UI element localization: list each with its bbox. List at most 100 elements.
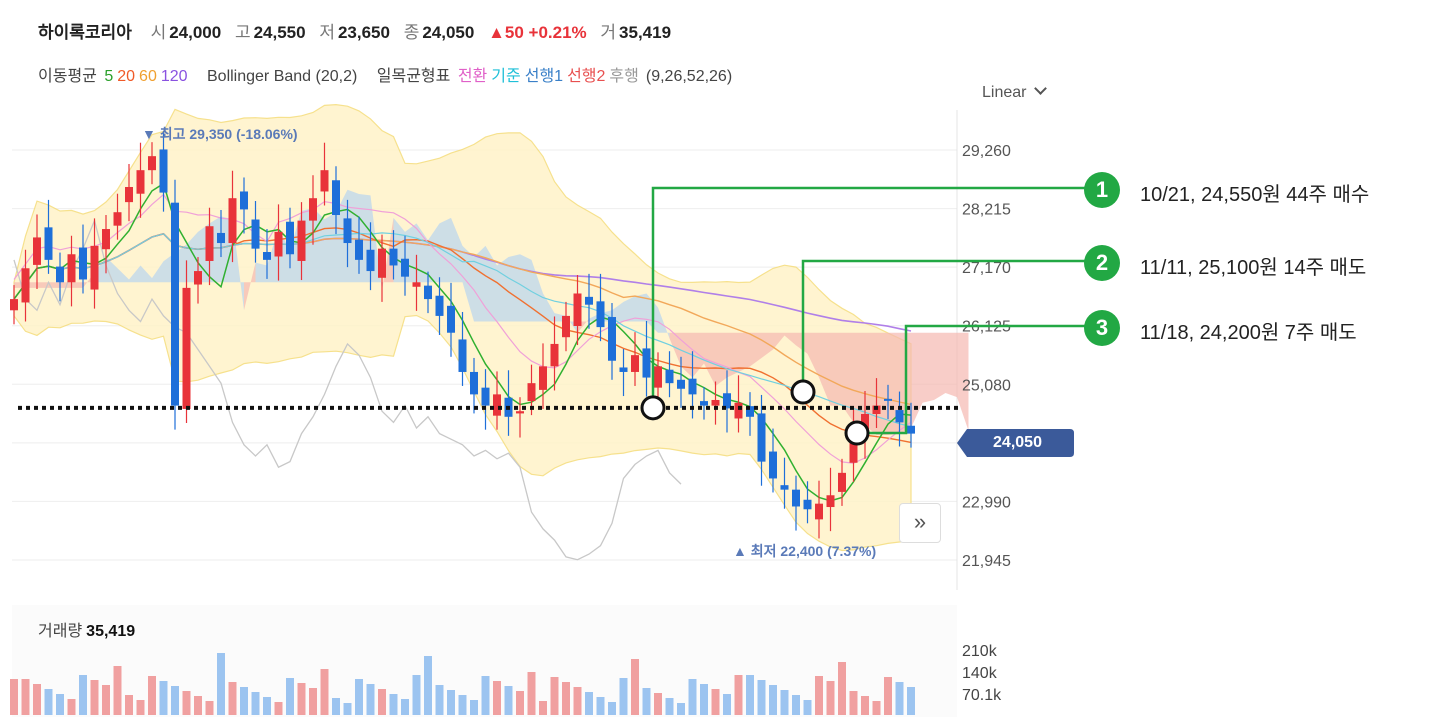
- volume-bar: [447, 690, 455, 715]
- candle-body: [102, 229, 110, 250]
- volume-bar: [596, 697, 605, 715]
- volume-bar: [815, 676, 823, 715]
- volume-bar: [746, 675, 754, 715]
- candle-body: [642, 348, 651, 378]
- volume-bar: [343, 703, 352, 715]
- volume-bar: [102, 685, 110, 715]
- volume-bar: [562, 682, 570, 715]
- y-tick-label: 22,990: [962, 494, 1011, 511]
- candle-body: [401, 258, 409, 277]
- candle-body: [228, 198, 237, 244]
- candle-body: [148, 156, 156, 171]
- volume-bar: [711, 689, 720, 715]
- candle-body: [67, 254, 76, 283]
- annotation-connector-1: [651, 186, 1090, 408]
- current-price-tag: 24,050: [957, 429, 1074, 457]
- volume-bar: [826, 681, 835, 715]
- ichimoku-cloud-segment: [704, 332, 716, 386]
- volume-bar: [67, 699, 76, 715]
- volume-bar: [493, 681, 501, 715]
- candle-body: [171, 202, 179, 406]
- ichimoku-cloud-segment: [911, 332, 923, 429]
- candle-body: [516, 411, 524, 414]
- volume-bar: [895, 682, 904, 715]
- volume-bar: [90, 680, 99, 715]
- annotation-text-1: 10/21, 24,550원 44주 매수: [1140, 184, 1370, 206]
- candle-body: [585, 296, 593, 305]
- candle-body: [320, 170, 329, 192]
- volume-bar: [171, 686, 179, 715]
- candle-body: [677, 379, 685, 389]
- volume-bar: [654, 693, 662, 715]
- candle-body: [780, 485, 789, 490]
- volume-bar: [56, 694, 64, 715]
- candle-body: [631, 355, 639, 372]
- ichimoku-cloud-segment: [807, 332, 819, 378]
- volume-bar: [401, 699, 409, 715]
- ichimoku-cloud-segment: [543, 293, 555, 322]
- ichimoku-cloud-segment: [485, 245, 497, 322]
- low-label: 저: [319, 23, 335, 42]
- volume-bar: [263, 697, 271, 715]
- candle-body: [895, 410, 904, 423]
- volume-bar: [769, 685, 777, 715]
- ichimoku-lines: 전환 기준 선행1 선행2 후행: [458, 68, 643, 85]
- low-value: 23,650: [337, 23, 390, 42]
- high-marker: ▼ 최고 29,350 (-18.06%): [142, 126, 298, 142]
- low-marker: ▲ 최저 22,400 (7.37%): [733, 543, 876, 559]
- candle-body: [550, 343, 559, 367]
- indicator-legend: 이동평균 5 20 60 120 Bollinger Band (20,2) 일목균형…: [38, 62, 735, 86]
- ichimoku-cloud-segment: [853, 332, 865, 426]
- ichimoku-cloud-segment: [428, 223, 440, 283]
- ichimoku-line-3: 선행2: [567, 68, 606, 85]
- close-label: 종: [403, 23, 420, 42]
- y-tick-label: 21,945: [962, 553, 1011, 570]
- candle-body: [309, 198, 317, 221]
- candle-body: [527, 383, 536, 402]
- candle-body: [217, 232, 225, 244]
- candle-body: [113, 212, 122, 226]
- candle-body: [10, 299, 18, 311]
- ichimoku-cloud-segment: [71, 282, 83, 288]
- volume-bar: [44, 689, 53, 715]
- ichimoku-cloud-segment: [623, 296, 635, 322]
- candle-body: [424, 285, 432, 300]
- ichimoku-cloud-segment: [439, 217, 451, 283]
- volume-tick-label: 140k: [962, 665, 998, 682]
- volume-bar: [297, 683, 306, 715]
- ichimoku-cloud-segment: [117, 268, 129, 283]
- ichimoku-cloud-segment: [658, 307, 670, 339]
- annotation-text-2: 11/11, 25,100원 14주 매도: [1140, 257, 1367, 279]
- open-label: 시: [150, 23, 167, 42]
- candle-body: [907, 425, 915, 434]
- candle-body: [251, 219, 260, 249]
- volume-bar: [619, 678, 628, 715]
- volume-bar: [251, 692, 260, 715]
- candle-body: [734, 402, 743, 419]
- volume-bar: [355, 679, 363, 715]
- ichimoku-cloud-segment: [750, 332, 762, 367]
- annotation-badge-1: 1: [1084, 172, 1120, 208]
- scale-mode-dropdown[interactable]: Linear: [982, 82, 1048, 102]
- volume-label: 거: [600, 23, 617, 42]
- ichimoku-cloud-segment: [819, 332, 831, 406]
- price-change: ▲50 +0.21%: [488, 23, 587, 42]
- volume-bar: [274, 702, 283, 715]
- candle-body: [562, 315, 570, 338]
- volume-bar: [320, 669, 329, 715]
- expand-chart-button[interactable]: »: [899, 503, 941, 543]
- volume-bar: [33, 684, 41, 715]
- ichimoku-cloud-segment: [152, 261, 164, 283]
- ichimoku-params: (9,26,52,26): [645, 68, 733, 85]
- ichimoku-cloud-segment: [140, 265, 152, 283]
- stock-name: 하이록코리아: [38, 23, 132, 42]
- volume-bar: [516, 691, 524, 715]
- volume-bar: [217, 653, 225, 715]
- ichimoku-cloud-segment: [416, 223, 428, 283]
- volume-bar: [550, 677, 559, 715]
- volume-bar: [527, 672, 536, 715]
- candle-body: [619, 367, 628, 372]
- ichimoku-cloud-segment: [382, 217, 394, 291]
- ichimoku-line-4: 후행: [609, 68, 639, 85]
